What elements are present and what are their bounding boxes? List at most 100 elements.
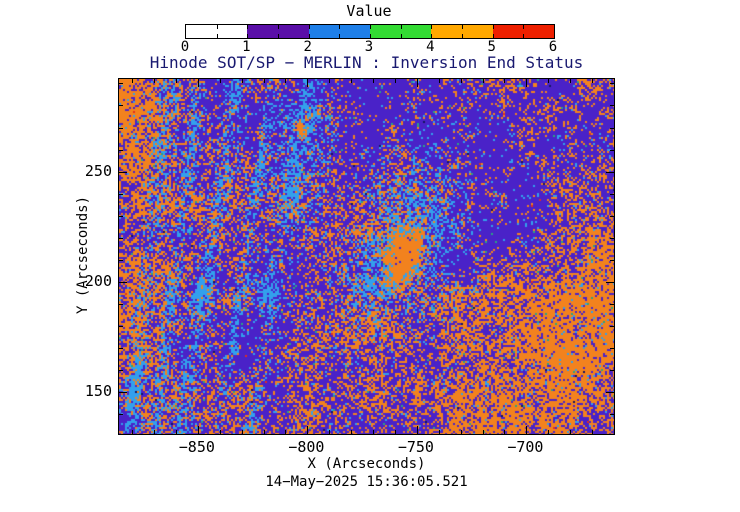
y-axis-minor-tick <box>119 326 123 327</box>
y-axis-minor-tick <box>610 150 614 151</box>
y-axis-major-tick <box>606 282 614 283</box>
x-axis-major-tick <box>417 79 418 87</box>
x-axis-minor-tick <box>132 79 133 83</box>
colorbar-segment-4-5 <box>431 25 493 38</box>
y-axis-label-text: Y (Arcseconds) <box>75 195 91 315</box>
x-axis-minor-tick <box>395 79 396 83</box>
timestamp: 14−May−2025 15:36:05.521 <box>265 474 468 490</box>
y-axis-minor-tick <box>119 150 123 151</box>
y-axis-minor-tick <box>610 260 614 261</box>
y-axis-minor-tick <box>119 238 123 239</box>
colorbar-tick-label: 1 <box>242 39 251 55</box>
colorbar-tick <box>462 34 463 38</box>
x-axis-minor-tick <box>329 430 330 434</box>
x-tick-label: −750 <box>397 438 434 456</box>
x-axis-major-tick <box>307 79 308 87</box>
y-axis-minor-tick <box>610 326 614 327</box>
colorbar-tick <box>247 25 249 29</box>
y-axis-minor-tick <box>119 83 123 84</box>
y-tick-label: 250 <box>84 161 112 180</box>
y-axis-major-tick <box>606 172 614 173</box>
x-axis-minor-tick <box>461 79 462 83</box>
colorbar-tick <box>400 34 402 38</box>
x-axis-minor-tick <box>154 79 155 83</box>
colorbar-tick <box>370 25 371 29</box>
colorbar-tick-label: 5 <box>487 39 496 55</box>
colorbar-tick <box>216 34 218 38</box>
x-axis-minor-tick <box>264 79 265 83</box>
x-axis-minor-tick <box>439 79 440 83</box>
x-axis-major-tick <box>526 79 527 87</box>
x-axis-minor-tick <box>176 79 177 83</box>
x-axis-minor-tick <box>176 430 177 434</box>
colorbar-segment-0-1 <box>186 25 248 38</box>
y-axis-minor-tick <box>610 370 614 371</box>
x-axis-label: X (Arcseconds) <box>307 456 426 472</box>
y-axis-minor-tick <box>119 348 123 349</box>
y-axis-minor-tick <box>610 194 614 195</box>
x-axis-minor-tick <box>570 430 571 434</box>
y-axis-minor-tick <box>119 304 123 305</box>
y-axis-minor-tick <box>610 105 614 106</box>
x-axis-minor-tick <box>373 79 374 83</box>
x-axis-minor-tick <box>242 430 243 434</box>
y-axis-minor-tick <box>119 216 123 217</box>
x-axis-minor-tick <box>483 430 484 434</box>
x-axis-minor-tick <box>592 430 593 434</box>
x-tick-label: −800 <box>288 438 325 456</box>
y-axis-major-tick <box>606 392 614 393</box>
colorbar-tick <box>370 34 371 38</box>
x-axis-minor-tick <box>264 430 265 434</box>
colorbar-segment-5-6 <box>492 25 554 38</box>
x-axis-minor-tick <box>351 79 352 83</box>
colorbar-tick <box>339 25 341 29</box>
y-axis-minor-tick <box>119 370 123 371</box>
x-axis-minor-tick <box>504 79 505 83</box>
x-axis-minor-tick <box>570 79 571 83</box>
x-axis-minor-tick <box>592 79 593 83</box>
x-axis-major-tick <box>198 426 199 434</box>
x-axis-major-tick <box>307 426 308 434</box>
x-axis-minor-tick <box>548 79 549 83</box>
y-tick-label: 200 <box>84 271 112 290</box>
x-tick-label: −700 <box>507 438 544 456</box>
colorbar-tick-labels: 0 1 2 3 4 5 6 <box>181 39 557 55</box>
colorbar-tick <box>492 34 494 38</box>
x-axis-major-tick <box>198 79 199 87</box>
colorbar-tick <box>278 25 279 29</box>
colorbar-tick <box>431 34 433 38</box>
colorbar-tick <box>278 34 279 38</box>
colorbar-segment-1-2 <box>247 25 309 38</box>
x-axis-minor-tick <box>483 79 484 83</box>
x-axis-minor-tick <box>395 430 396 434</box>
x-axis-minor-tick <box>220 79 221 83</box>
y-axis-minor-tick <box>610 348 614 349</box>
y-axis-major-tick <box>119 392 127 393</box>
x-axis-minor-tick <box>329 79 330 83</box>
x-axis-major-tick <box>417 426 418 434</box>
colorbar-tick-label: 2 <box>303 39 312 55</box>
colorbar-tick <box>339 34 341 38</box>
y-axis-minor-tick <box>119 128 123 129</box>
colorbar-tick <box>462 25 463 29</box>
plot-area <box>118 78 615 435</box>
colorbar-tick <box>492 25 494 29</box>
y-axis-minor-tick <box>610 238 614 239</box>
colorbar-tick-label: 4 <box>426 39 435 55</box>
x-tick-label: −850 <box>178 438 215 456</box>
colorbar-tick <box>431 25 433 29</box>
colorbar-segment-2-3 <box>308 25 370 38</box>
colorbar-tick <box>400 25 402 29</box>
x-axis-minor-tick <box>351 430 352 434</box>
x-axis-minor-tick <box>504 430 505 434</box>
y-axis-major-tick <box>119 282 127 283</box>
y-axis-minor-tick <box>610 128 614 129</box>
colorbar-tick-label: 0 <box>180 39 190 55</box>
colorbar-tick <box>216 25 218 29</box>
plot-title: Hinode SOT/SP − MERLIN : Inversion End S… <box>149 53 584 72</box>
x-axis-minor-tick <box>461 430 462 434</box>
y-axis-minor-tick <box>610 83 614 84</box>
colorbar-tick <box>247 34 249 38</box>
y-axis-minor-tick <box>610 414 614 415</box>
